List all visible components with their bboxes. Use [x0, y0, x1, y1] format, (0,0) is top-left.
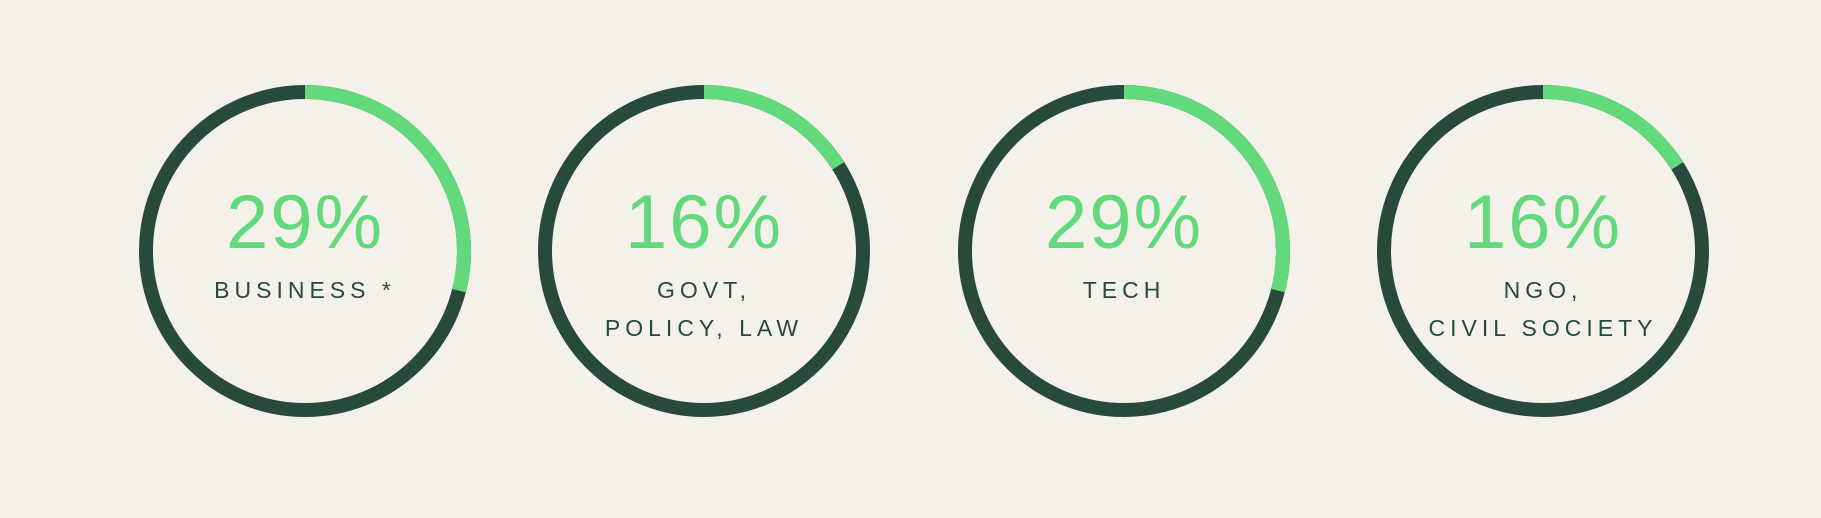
ring-chart-tech: 29% TECH	[955, 82, 1293, 420]
percent-value: 16%	[624, 180, 784, 265]
ring-value-arc	[1377, 85, 1709, 417]
ring-chart-business: 29% BUSINESS *	[136, 82, 474, 420]
ring-chart-govt-policy-law: 16% GOVT, POLICY, LAW	[535, 82, 873, 420]
donut-ngo-civil-society	[1377, 85, 1709, 417]
ring-value-arc	[538, 85, 870, 417]
ring-value-arc	[139, 85, 471, 417]
ring-center: 16% GOVT, POLICY, LAW	[535, 82, 873, 420]
percent-value: 29%	[1044, 180, 1204, 265]
category-label: TECH	[1082, 277, 1166, 303]
category-label: GOVT, POLICY, LAW	[604, 277, 804, 341]
percent-value: 16%	[1463, 180, 1623, 265]
ring-center: 16% NGO, CIVIL SOCIETY	[1374, 82, 1712, 420]
category-label: NGO, CIVIL SOCIETY	[1428, 277, 1658, 341]
donut-tech	[958, 85, 1290, 417]
donut-business	[139, 85, 471, 417]
percent-value: 29%	[225, 180, 385, 265]
donut-govt-policy-law	[538, 85, 870, 417]
ring-center: 29% BUSINESS *	[136, 82, 474, 420]
category-label: BUSINESS *	[214, 277, 396, 303]
ring-value-arc	[958, 85, 1290, 417]
ring-chart-ngo-civil-society: 16% NGO, CIVIL SOCIETY	[1374, 82, 1712, 420]
ring-center: 29% TECH	[955, 82, 1293, 420]
